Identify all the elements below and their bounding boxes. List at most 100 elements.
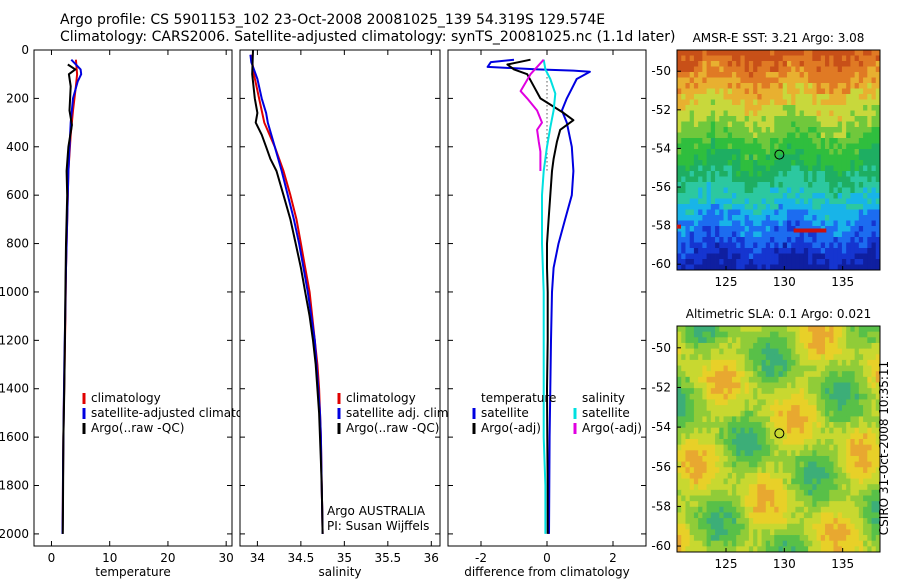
heatmap-cell: [820, 359, 826, 366]
heatmap-cell: [689, 365, 695, 372]
heatmap-cell: [753, 110, 758, 117]
heatmap-cell: [833, 204, 839, 210]
heatmap-cell: [808, 94, 813, 100]
x-tick-label: 2: [609, 551, 617, 565]
heatmap-cell: [812, 220, 817, 227]
heatmap-cell: [736, 467, 741, 474]
heatmap-cell: [846, 433, 851, 440]
heatmap-cell: [736, 337, 741, 344]
heatmap-cell: [765, 176, 771, 183]
heatmap-cell: [723, 495, 729, 502]
heatmap-cell: [850, 121, 856, 128]
heatmap-cell: [685, 77, 691, 84]
heatmap-cell: [736, 171, 741, 177]
heatmap-cell: [871, 50, 877, 56]
heatmap-cell: [854, 371, 860, 378]
heatmap-cell: [774, 455, 779, 462]
heatmap-cell: [774, 399, 779, 406]
heatmap-cell: [786, 110, 792, 117]
heatmap-cell: [706, 160, 712, 166]
heatmap-cell: [867, 187, 872, 194]
heatmap-cell: [719, 94, 724, 100]
heatmap-cell: [740, 182, 746, 188]
heatmap-cell: [765, 489, 771, 496]
heatmap-cell: [744, 382, 750, 389]
heatmap-cell: [829, 444, 834, 451]
heatmap-cell: [799, 198, 805, 205]
heatmap-cell: [803, 376, 809, 383]
heatmap-cell: [799, 439, 805, 446]
heatmap-cell: [740, 193, 746, 199]
heatmap-cell: [786, 455, 792, 462]
heatmap-cell: [799, 171, 805, 177]
heatmap-cell: [791, 149, 796, 155]
heatmap-cell: [731, 237, 737, 243]
heatmap-cell: [867, 484, 872, 491]
heatmap-cell: [744, 489, 750, 496]
heatmap-cell: [820, 455, 826, 462]
heatmap-cell: [791, 248, 796, 254]
heatmap-cell: [693, 461, 699, 468]
heatmap-cell: [757, 99, 762, 106]
heatmap-cell: [774, 248, 779, 254]
heatmap-cell: [727, 388, 733, 395]
x-tick-label: 135: [831, 557, 854, 571]
heatmap-cell: [723, 388, 729, 395]
heatmap-cell: [706, 61, 712, 67]
heatmap-cell: [875, 495, 881, 502]
heatmap-cell: [693, 171, 699, 177]
heatmap-cell: [702, 455, 708, 462]
heatmap-cell: [795, 371, 801, 378]
heatmap-cell: [765, 110, 771, 117]
heatmap-cell: [723, 193, 729, 199]
heatmap-cell: [803, 393, 809, 400]
heatmap-cell: [685, 127, 691, 133]
heatmap-cell: [727, 138, 733, 144]
y-tick-label: -60: [651, 257, 671, 271]
heatmap-cell: [689, 187, 695, 194]
heatmap-cell: [791, 444, 796, 451]
heatmap-cell: [782, 237, 788, 243]
heatmap-cell: [706, 204, 712, 210]
heatmap-cell: [710, 242, 716, 249]
heatmap-cell: [833, 337, 839, 344]
heatmap-cell: [820, 523, 826, 530]
heatmap-cell: [744, 204, 750, 210]
heatmap-cell: [875, 220, 881, 227]
heatmap-cell: [799, 220, 805, 227]
x-tick-label: 34: [250, 551, 265, 565]
heatmap-cell: [761, 523, 767, 530]
heatmap-cell: [812, 371, 817, 378]
heatmap-cell: [736, 450, 741, 457]
heatmap-cell: [693, 72, 699, 78]
heatmap-cell: [812, 209, 817, 216]
heatmap-cell: [803, 253, 809, 260]
heatmap-cell: [677, 105, 682, 111]
heatmap-cell: [841, 215, 847, 221]
heatmap-cell: [774, 264, 779, 271]
heatmap-cell: [719, 467, 724, 474]
heatmap-cell: [782, 116, 788, 122]
heatmap-cell: [757, 484, 762, 491]
heatmap-cell: [710, 132, 716, 139]
heatmap-cell: [774, 405, 779, 412]
heatmap-cell: [765, 138, 771, 144]
heatmap-cell: [689, 110, 695, 117]
heatmap-cell: [677, 512, 682, 519]
heatmap-cell: [778, 88, 784, 95]
heatmap-cell: [727, 77, 733, 84]
heatmap-cell: [808, 427, 813, 434]
heatmap-cell: [723, 55, 729, 62]
heatmap-cell: [791, 105, 796, 111]
panel-salinity: 34 34.5 35 35.5 36salinityclimatologysatelli…: [239, 49, 452, 579]
heatmap-cell: [748, 365, 754, 372]
heatmap-cell: [808, 132, 813, 139]
heatmap-cell: [710, 535, 716, 542]
heatmap-cell: [731, 259, 737, 265]
legend-label: Argo(-adj): [481, 421, 541, 435]
heatmap-cell: [685, 439, 691, 446]
heatmap-cell: [808, 478, 813, 485]
heatmap-cell: [799, 237, 805, 243]
heatmap-cell: [774, 171, 779, 177]
heatmap-cell: [727, 342, 733, 349]
